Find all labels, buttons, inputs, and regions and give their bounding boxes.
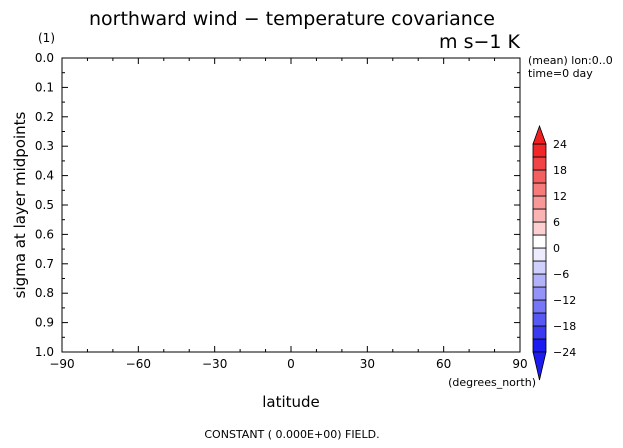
colorbar-swatch: [532, 312, 547, 327]
panel-label: (1): [38, 31, 55, 45]
colorbar-swatch: [532, 260, 547, 275]
colorbar-label: −12: [553, 294, 576, 307]
colorbar-bottom-arrow: [532, 351, 547, 381]
y-tick-label: 0.8: [35, 286, 54, 300]
colorbar-label: 6: [553, 216, 560, 229]
footer-note: CONSTANT ( 0.000E+00) FIELD.: [204, 428, 379, 441]
chart-units: m s−1 K: [439, 31, 520, 53]
x-tick-label: 30: [360, 357, 375, 371]
y-axis-title: sigma at layer midpoints: [11, 111, 29, 298]
y-tick-label: 0.3: [35, 139, 54, 153]
y-tick-label: 0.5: [35, 198, 54, 212]
colorbar-swatch: [532, 325, 547, 340]
x-tick-label: 0: [287, 357, 295, 371]
plot-area: [61, 57, 521, 353]
info-mean-lon: (mean) lon:0..0: [528, 54, 613, 67]
colorbar-swatch: [532, 156, 547, 171]
chart-title: northward wind − temperature covariance: [89, 8, 495, 30]
colorbar-swatch: [532, 338, 547, 353]
x-tick-label: 60: [436, 357, 451, 371]
colorbar-label: 18: [553, 164, 567, 177]
y-tick-label: 0.7: [35, 257, 54, 271]
x-axis-title: latitude: [262, 393, 320, 411]
x-tick-label: −90: [49, 357, 74, 371]
x-tick-label: 90: [512, 357, 527, 371]
colorbar-swatch: [532, 286, 547, 301]
colorbar-label: 24: [553, 138, 567, 151]
colorbar-swatch: [532, 221, 547, 236]
colorbar-label: −24: [553, 346, 576, 359]
colorbar-label: 12: [553, 190, 567, 203]
y-tick-label: 0.9: [35, 316, 54, 330]
y-tick-label: 0.0: [35, 51, 54, 65]
colorbar-swatch: [532, 143, 547, 158]
colorbar-swatch: [532, 299, 547, 314]
y-tick-label: 0.2: [35, 110, 54, 124]
x-axis-units: (degrees_north): [448, 376, 536, 389]
colorbar-swatch: [532, 234, 547, 249]
colorbar-swatch: [532, 208, 547, 223]
y-tick-label: 0.1: [35, 80, 54, 94]
y-tick-label: 0.6: [35, 227, 54, 241]
x-tick-label: −60: [126, 357, 151, 371]
colorbar-swatch: [532, 195, 547, 210]
y-tick-label: 0.4: [35, 169, 54, 183]
colorbar-label: −18: [553, 320, 576, 333]
colorbar-label: 0: [553, 242, 560, 255]
colorbar-swatch: [532, 247, 547, 262]
x-tick-label: −30: [202, 357, 227, 371]
info-time: time=0 day: [528, 67, 593, 80]
colorbar-top-arrow: [532, 124, 547, 145]
colorbar-swatch: [532, 273, 547, 288]
colorbar-label: −6: [553, 268, 569, 281]
colorbar-swatch: [532, 169, 547, 184]
y-tick-label: 1.0: [35, 345, 54, 359]
colorbar-swatch: [532, 182, 547, 197]
